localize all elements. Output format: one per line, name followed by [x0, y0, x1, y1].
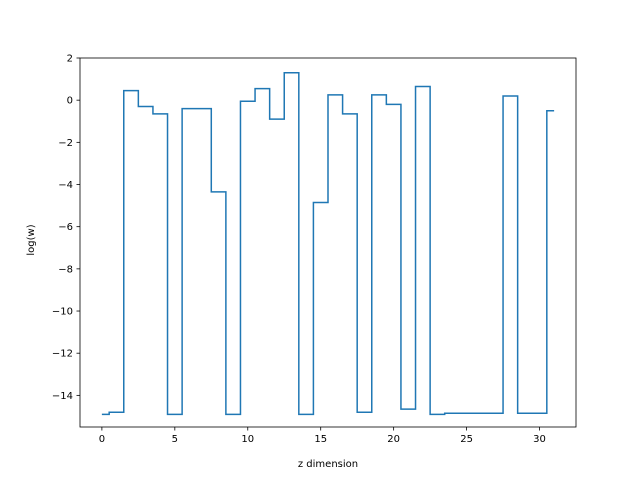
y-tick-label: 2	[67, 54, 73, 65]
y-tick-label: −4	[58, 180, 73, 191]
y-tick-label: −8	[58, 264, 73, 275]
y-tick-label: −6	[58, 222, 73, 233]
y-axis: 2 0 −2 −4 −6 −8 −10 −12 −14	[52, 54, 80, 402]
plot-area	[79, 57, 577, 428]
x-axis: 0 5 10 15 20 25 30	[99, 427, 546, 445]
y-tick-label: −2	[58, 138, 73, 149]
x-tick-label: 0	[99, 434, 105, 445]
y-tick-label: −12	[52, 349, 73, 360]
x-tick-label: 10	[241, 434, 254, 445]
x-tick-label: 5	[172, 434, 178, 445]
y-tick-label: −10	[52, 307, 73, 318]
x-tick-label: 25	[460, 434, 473, 445]
x-axis-label: z dimension	[298, 459, 358, 470]
x-tick-label: 30	[533, 434, 546, 445]
y-tick-label: 0	[67, 96, 73, 107]
series-layer	[101, 72, 555, 416]
x-tick-label: 15	[314, 434, 327, 445]
y-axis-label: log(w)	[26, 224, 37, 255]
x-tick-label: 20	[387, 434, 400, 445]
axes-frame	[79, 57, 577, 428]
series-line-0	[101, 72, 555, 416]
y-tick-label: −14	[52, 391, 73, 402]
